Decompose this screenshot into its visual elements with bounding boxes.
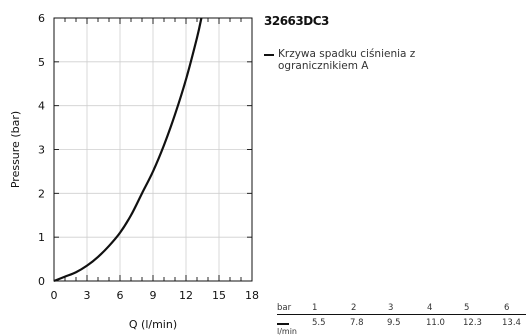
y-tick-label: 0 [38,275,45,288]
table-flow-1: 5.5 [312,318,326,328]
table-pressure-1: 1 [312,303,318,313]
y-tick-label: 5 [38,56,45,69]
table-flow-6: 13.4 [502,318,521,328]
x-tick-label: 18 [245,289,259,302]
table-series-line [277,323,289,325]
flow-table: bar l/min 1 2 3 4 5 6 5.5 7.8 9.5 11.0 1… [277,303,526,336]
x-tick-label: 15 [212,289,226,302]
table-pressure-5: 5 [464,303,470,313]
table-flow-2: 7.8 [350,318,364,328]
pressure-curve [53,17,203,283]
table-unit-label: l/min [277,327,298,336]
chart-title: 32663DC3 [264,14,329,28]
legend: Krzywa spadku ciśnienia z ogranicznikiem… [264,48,464,72]
x-tick-label: 12 [179,289,193,302]
x-tick-label: 3 [84,289,91,302]
y-tick-label: 2 [38,187,45,200]
axis-ticks [53,17,253,282]
table-pressure-3: 3 [388,303,394,313]
y-tick-label: 4 [38,100,45,113]
x-tick-label: 9 [150,289,157,302]
x-tick-label: 6 [117,289,124,302]
x-axis-label: Q (l/min) [129,318,177,331]
legend-line-swatch [264,54,274,56]
y-tick-label: 6 [38,12,45,25]
table-pressure-4: 4 [427,303,433,313]
legend-label: Krzywa spadku ciśnienia z ogranicznikiem… [278,48,416,72]
table-flow-5: 12.3 [463,318,482,328]
x-tick-label: 0 [51,289,58,302]
table-rule [277,314,526,315]
table-flow-4: 11.0 [426,318,445,328]
y-axis-label: Pressure (bar) [9,111,22,188]
table-flow-3: 9.5 [387,318,401,328]
table-pressure-2: 2 [351,303,357,313]
table-pressure-6: 6 [504,303,510,313]
y-tick-label: 1 [38,231,45,244]
grid-lines [53,17,253,282]
table-bar-label: bar [277,303,292,313]
y-tick-label: 3 [38,144,45,157]
